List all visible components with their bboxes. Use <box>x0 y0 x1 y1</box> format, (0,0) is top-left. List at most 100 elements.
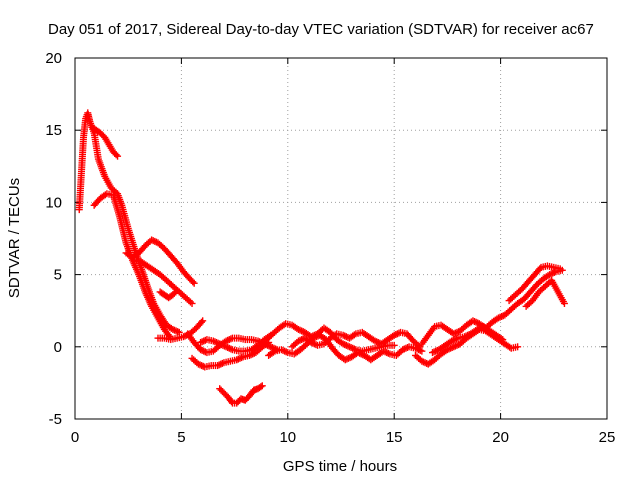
data-point <box>499 336 507 344</box>
data-point <box>451 336 459 344</box>
data-point <box>170 326 178 334</box>
y-axis-label: SDTVAR / TECUs <box>6 178 23 298</box>
data-point <box>430 348 438 356</box>
data-point <box>233 356 241 364</box>
data-point <box>198 338 206 346</box>
data-point <box>475 325 483 333</box>
data-point <box>448 337 456 345</box>
data-point <box>496 313 504 321</box>
data-point <box>188 299 196 307</box>
data-point <box>347 344 355 352</box>
data-point <box>449 336 457 344</box>
data-point <box>217 360 225 368</box>
y-tick-label: 0 <box>54 339 62 356</box>
data-point <box>172 288 180 296</box>
data-point <box>217 341 225 349</box>
data-point <box>180 333 188 341</box>
data-point <box>214 339 222 347</box>
x-tick-label: 25 <box>599 429 616 446</box>
y-tick-labels: -5 0 5 10 15 20 <box>45 50 62 428</box>
data-point <box>236 354 244 362</box>
data-point <box>447 344 455 352</box>
data-point <box>429 349 437 357</box>
data-point <box>269 348 277 356</box>
y-tick-label: 15 <box>45 122 62 139</box>
data-point <box>294 325 302 333</box>
x-tick-label: 0 <box>71 429 79 446</box>
data-point <box>450 330 458 338</box>
x-tick-labels: 0 5 10 15 20 25 <box>71 429 616 446</box>
data-point <box>209 337 217 345</box>
chart-title: Day 051 of 2017, Sidereal Day-to-day VTE… <box>48 21 594 38</box>
y-tick-label: 10 <box>45 194 62 211</box>
y-tick-label: -5 <box>49 411 62 428</box>
data-point <box>383 349 391 357</box>
data-point <box>151 237 159 245</box>
data-point <box>197 318 205 326</box>
data-point <box>225 336 233 344</box>
data-point <box>190 279 198 287</box>
data-point <box>342 341 350 349</box>
data-point <box>220 342 228 350</box>
data-point <box>296 326 304 334</box>
data-point <box>339 331 347 339</box>
data-point <box>451 342 459 350</box>
data-point <box>114 152 122 160</box>
data-point <box>309 339 317 347</box>
data-point <box>339 340 347 348</box>
data-point <box>198 362 206 370</box>
data-point <box>560 299 568 307</box>
y-tick-label: 5 <box>54 267 62 284</box>
data-point <box>197 338 205 346</box>
data-point <box>224 336 232 344</box>
data-point <box>198 346 206 354</box>
x-tick-label: 5 <box>177 429 185 446</box>
x-tick-label: 10 <box>279 429 296 446</box>
data-point <box>200 347 208 355</box>
data-point <box>310 340 318 348</box>
data-point <box>227 398 235 406</box>
data-point <box>343 355 351 363</box>
data-point <box>267 343 275 351</box>
data-point <box>356 349 364 357</box>
data-point <box>227 345 235 353</box>
data-point <box>469 317 477 325</box>
data-point <box>498 312 506 320</box>
data-point <box>399 346 407 354</box>
data-point <box>148 236 156 244</box>
data-point <box>344 342 352 350</box>
data-point <box>464 331 472 339</box>
data-point <box>514 343 522 351</box>
data-point <box>307 338 315 346</box>
data-point <box>298 327 306 335</box>
data-point <box>450 343 458 351</box>
data-point <box>494 314 502 322</box>
plot-frame <box>74 57 608 420</box>
data-point <box>174 328 182 336</box>
data-point <box>350 331 358 339</box>
data-point <box>349 344 357 352</box>
data-point <box>392 331 400 339</box>
data-point <box>414 341 422 349</box>
data-point <box>341 341 349 349</box>
data-point <box>199 317 207 325</box>
data-point <box>112 151 120 159</box>
data-point <box>311 333 319 341</box>
data-points <box>75 109 568 407</box>
y-tick-label: 20 <box>45 50 62 67</box>
data-point <box>341 356 349 364</box>
data-point <box>279 346 287 354</box>
data-point <box>258 382 266 390</box>
data-point <box>238 354 246 362</box>
data-point <box>169 325 177 333</box>
data-point <box>294 337 302 345</box>
data-point <box>216 340 224 348</box>
data-point <box>222 343 230 351</box>
data-point <box>215 361 223 369</box>
data-point <box>200 337 208 345</box>
data-point <box>277 346 285 354</box>
data-point <box>344 354 352 362</box>
data-point <box>452 335 460 343</box>
data-point <box>419 358 427 366</box>
